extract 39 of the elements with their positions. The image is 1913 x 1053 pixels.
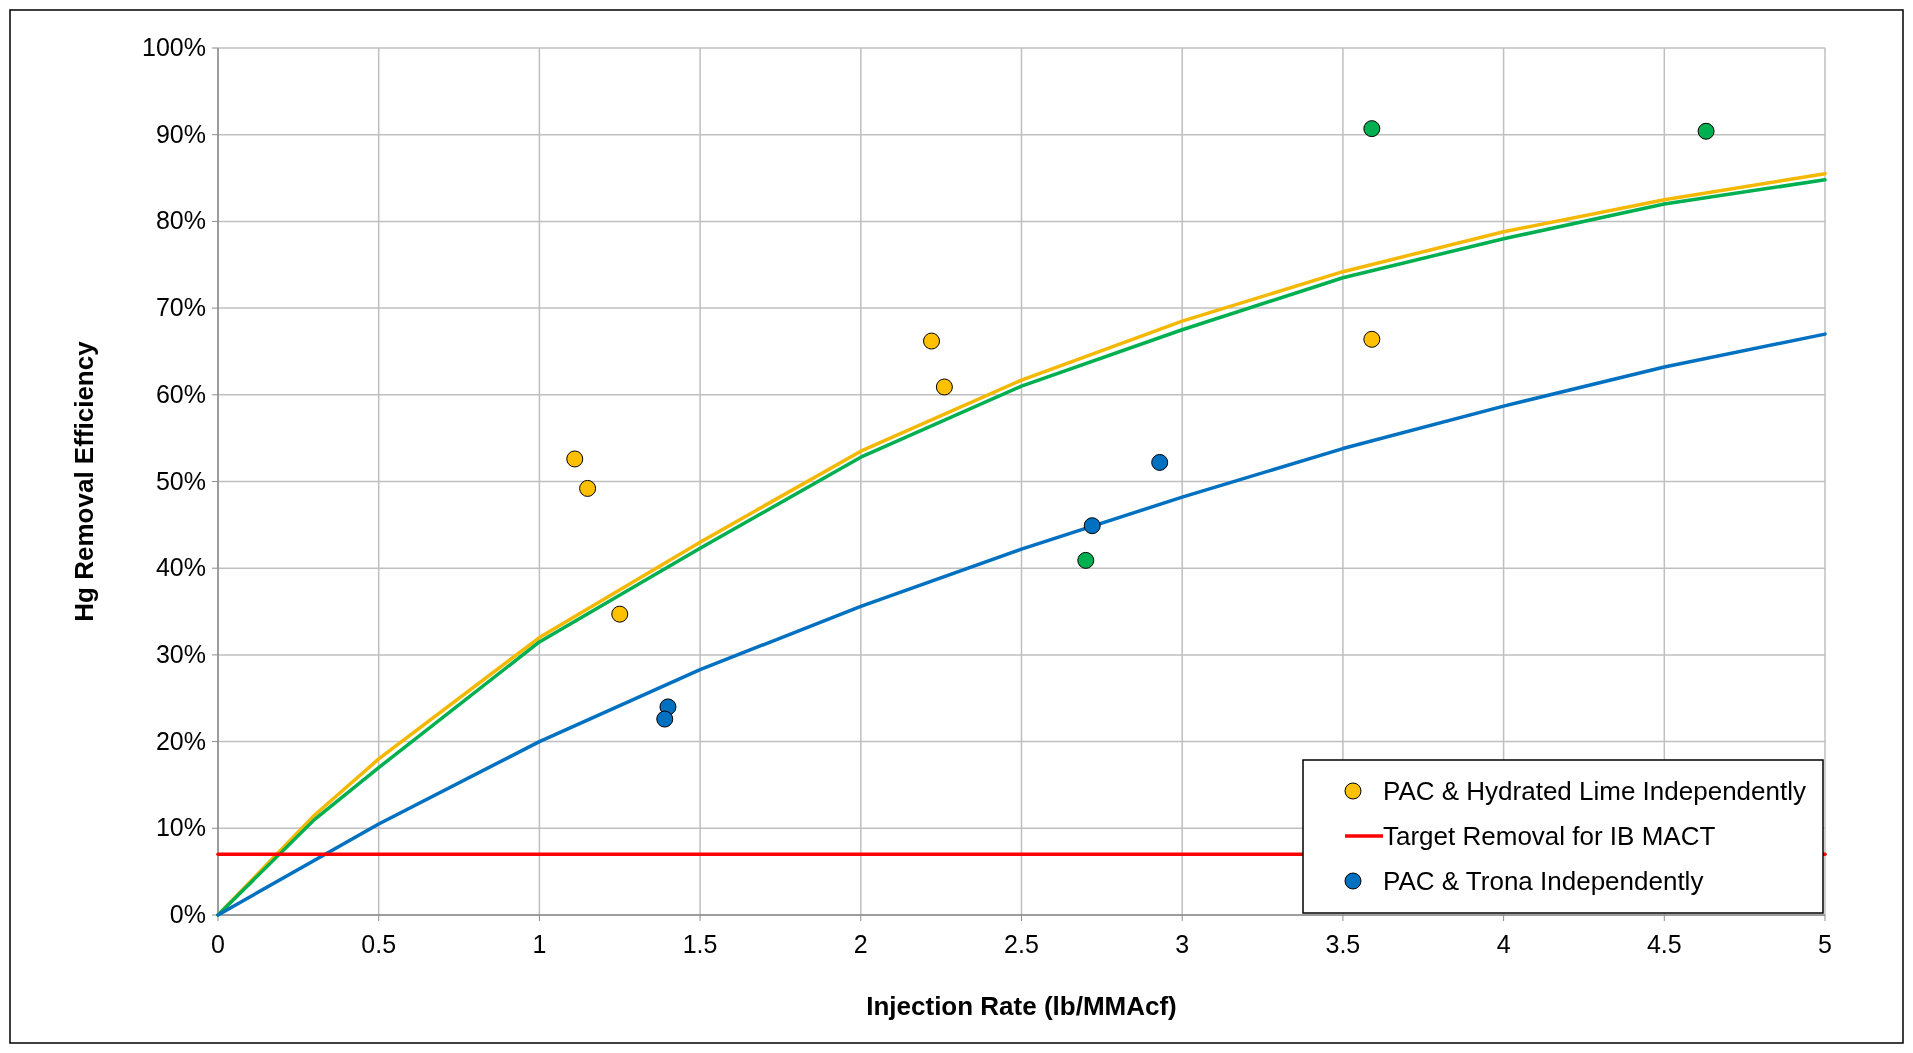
legend-label: Target Removal for IB MACT	[1383, 821, 1716, 851]
point	[1363, 120, 1381, 138]
x-tick-label: 1	[532, 930, 547, 958]
point	[566, 450, 584, 468]
x-axis-title: Injection Rate (lb/MMAcf)	[866, 991, 1177, 1021]
point	[656, 710, 674, 728]
point	[1151, 453, 1169, 471]
x-tick-label: 1.5	[682, 930, 718, 958]
point	[579, 479, 597, 497]
x-tick-label: 3	[1175, 930, 1190, 958]
point	[1697, 122, 1715, 140]
y-tick-label: 10%	[155, 813, 206, 842]
point	[1077, 551, 1095, 569]
legend-label: PAC & Hydrated Lime Independently	[1383, 776, 1806, 806]
x-tick-label: 4.5	[1646, 930, 1682, 958]
y-tick-label: 100%	[142, 33, 206, 61]
y-tick-label: 20%	[155, 726, 206, 755]
y-tick-label: 70%	[155, 293, 206, 322]
x-tick-label: 2	[853, 930, 868, 958]
point	[923, 332, 941, 350]
x-tick-label: 5	[1818, 930, 1832, 958]
y-tick-label: 40%	[155, 553, 206, 582]
legend-label: PAC & Trona Independently	[1383, 866, 1704, 896]
point	[1363, 330, 1381, 348]
point	[1083, 517, 1101, 535]
y-tick-label: 90%	[155, 119, 206, 148]
y-tick-label: 80%	[155, 206, 206, 235]
point	[935, 378, 953, 396]
x-tick-label: 2.5	[1004, 930, 1039, 958]
x-tick-label: 4	[1496, 930, 1511, 958]
y-tick-label: 0%	[169, 900, 206, 928]
y-tick-label: 50%	[155, 466, 206, 495]
point	[611, 605, 629, 623]
x-tick-label: 0.5	[361, 930, 397, 958]
y-axis-title: Hg Removal Efficiency	[69, 340, 99, 622]
x-tick-label: 0	[211, 930, 225, 958]
x-tick-label: 3.5	[1325, 930, 1361, 958]
y-tick-label: 60%	[155, 379, 206, 408]
y-tick-label: 30%	[155, 639, 206, 668]
